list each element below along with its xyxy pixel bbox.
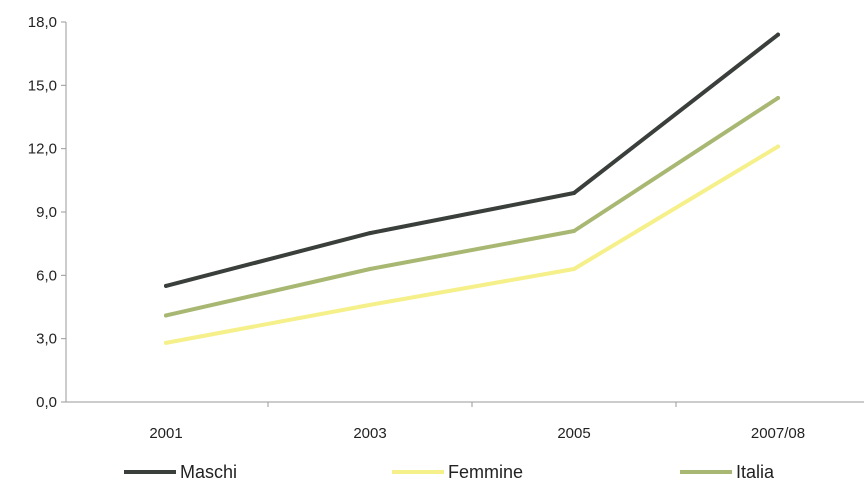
axes: 0,0 3,0 6,0 9,0 12,0 15,0 18,0 2001 2003 2005 2007… (28, 14, 864, 442)
data-point-italia (368, 267, 372, 271)
data-point-maschi (572, 191, 576, 195)
series-line-femmine (164, 144, 780, 345)
y-tick-label: 18,0 (28, 14, 57, 31)
y-tick-label: 12,0 (28, 141, 57, 158)
legend-label-maschi: Maschi (180, 462, 237, 482)
x-tick-label: 2007/08 (751, 425, 805, 442)
x-tick-label: 2001 (149, 425, 182, 442)
data-point-femmine (164, 340, 168, 345)
series-lines (164, 32, 780, 345)
series-line-maschi (164, 32, 780, 288)
data-point-femmine (776, 144, 780, 149)
legend: Maschi Femmine Italia (124, 462, 775, 482)
y-tick-label: 0,0 (36, 394, 57, 411)
y-tick-label: 6,0 (36, 267, 57, 284)
data-point-maschi (776, 32, 780, 37)
data-point-femmine (368, 302, 372, 307)
y-tick-label: 15,0 (28, 77, 57, 94)
y-tick-label: 9,0 (36, 204, 57, 221)
x-tick-label: 2003 (353, 425, 386, 442)
data-point-maschi (164, 283, 168, 288)
data-point-italia (164, 313, 168, 318)
series-line-italia (164, 96, 780, 318)
legend-label-femmine: Femmine (448, 462, 523, 482)
data-point-italia (572, 229, 576, 233)
data-point-maschi (368, 231, 372, 236)
legend-label-italia: Italia (736, 462, 775, 482)
data-point-italia (776, 96, 780, 100)
data-point-femmine (572, 267, 576, 271)
x-tick-label: 2005 (557, 425, 590, 442)
y-tick-label: 3,0 (36, 331, 57, 348)
